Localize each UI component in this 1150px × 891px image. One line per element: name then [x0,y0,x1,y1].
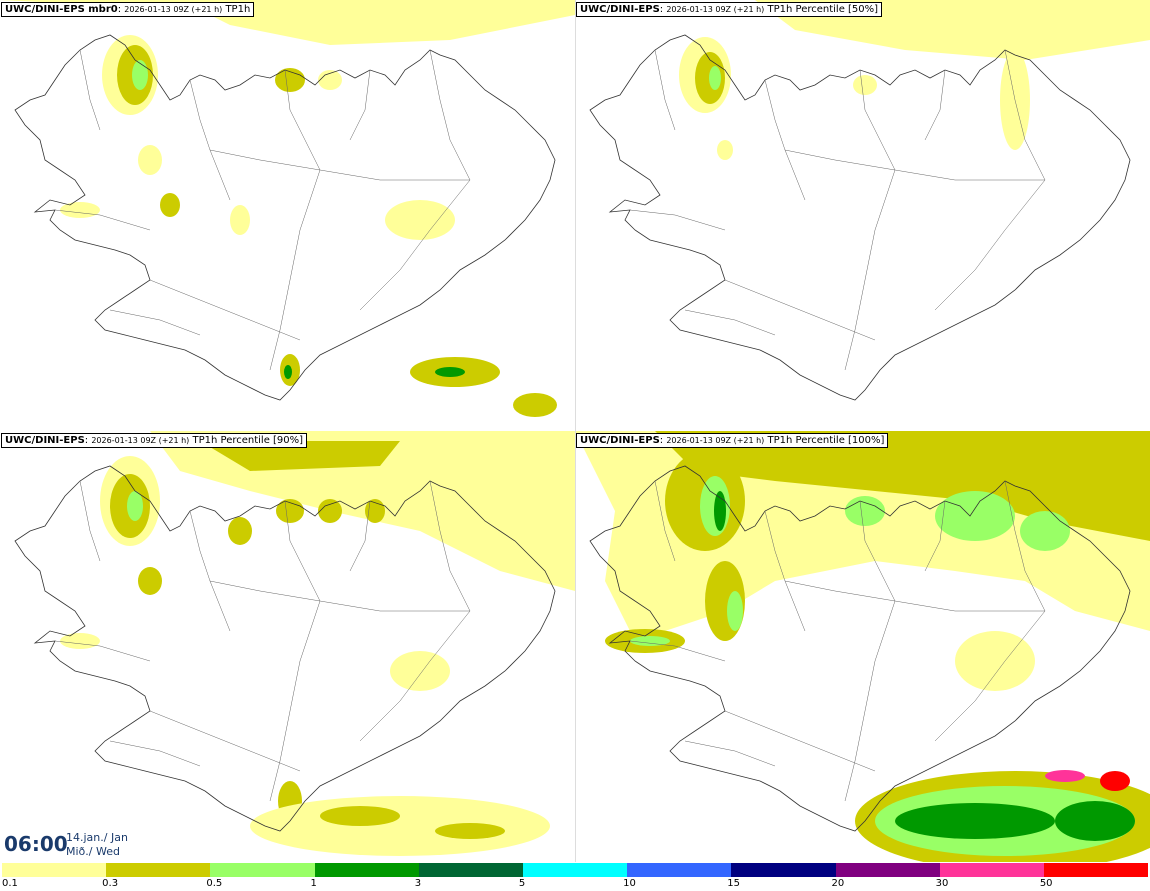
precip-fields [679,0,1150,160]
legend-segment [2,863,107,877]
panel-title: UWC/DINI-EPS mbr0: 2026-01-13 09Z (+21 h… [1,2,255,17]
valid-time: 06:00 [4,832,68,856]
model-name: UWC/DINI-EPS [5,435,85,446]
legend-label: 15 [727,878,740,889]
legend-label: 30 [935,878,949,889]
legend-segment [314,863,419,877]
model-name: UWC/DINI-EPS [580,435,660,446]
legend-segment [627,863,732,877]
run-time: 2026-01-13 09Z (+21 h) [666,5,765,14]
legend-segment [522,863,628,877]
legend-label: 0.5 [206,878,223,889]
legend-label: 1 [310,878,317,889]
precip-map [575,431,1150,862]
valid-time-box: 06:00 14.jan./ Jan Mið./ Wed [0,824,140,862]
model-name: UWC/DINI-EPS mbr0 [5,4,118,15]
legend-segment [1043,863,1149,877]
legend-label: 20 [831,878,845,889]
panel-title: UWC/DINI-EPS: 2026-01-13 09Z (+21 h) TP1… [1,433,308,448]
model-name: UWC/DINI-EPS [580,4,660,15]
map-panel-p100: UWC/DINI-EPS: 2026-01-13 09Z (+21 h) TP1… [575,431,1150,862]
legend-label: 0.3 [102,878,119,889]
map-panel-mbr0: UWC/DINI-EPS mbr0: 2026-01-13 09Z (+21 h… [0,0,575,431]
legend-label: 0.1 [2,878,18,889]
run-time: 2026-01-13 09Z (+21 h) [666,436,765,445]
panel-title: UWC/DINI-EPS: 2026-01-13 09Z (+21 h) TP1… [576,433,889,448]
precip-map [14,431,575,856]
legend-segment [835,863,940,877]
valid-date: 14.jan./ Jan [66,831,128,844]
panel-divider [575,0,576,862]
precip-map [0,0,575,417]
legend-segment [210,863,315,877]
map-panel-p50: UWC/DINI-EPS: 2026-01-13 09Z (+21 h) TP1… [575,0,1150,431]
legend-label: 5 [518,878,526,889]
field-name: TP1h Percentile [50%] [767,4,879,15]
field-name: TP1h Percentile [100%] [767,435,885,446]
legend-label: 10 [623,878,636,889]
precip-fields [575,431,1150,862]
legend-segment [418,863,523,877]
panel-title: UWC/DINI-EPS: 2026-01-13 09Z (+21 h) TP1… [576,2,883,17]
color-legend: 0.1 0.3 0.5 1 3 5 10 15 20 30 50 [0,862,1150,891]
precip-fields [0,0,575,417]
map-panel-p90: UWC/DINI-EPS: 2026-01-13 09Z (+21 h) TP1… [0,431,575,862]
field-name: TP1h [225,4,251,15]
valid-day: Mið./ Wed [66,845,120,858]
legend-label: 3 [414,878,422,889]
run-time: 2026-01-13 09Z (+21 h) [124,5,223,14]
field-name: TP1h Percentile [90%] [192,435,304,446]
legend-bar [2,863,1149,877]
precip-map [589,0,1150,401]
legend-segment [731,863,836,877]
precip-fields [60,431,575,856]
legend-label: 50 [1039,878,1053,889]
run-time: 2026-01-13 09Z (+21 h) [91,436,190,445]
legend-segment [939,863,1044,877]
legend-segment [106,863,211,877]
